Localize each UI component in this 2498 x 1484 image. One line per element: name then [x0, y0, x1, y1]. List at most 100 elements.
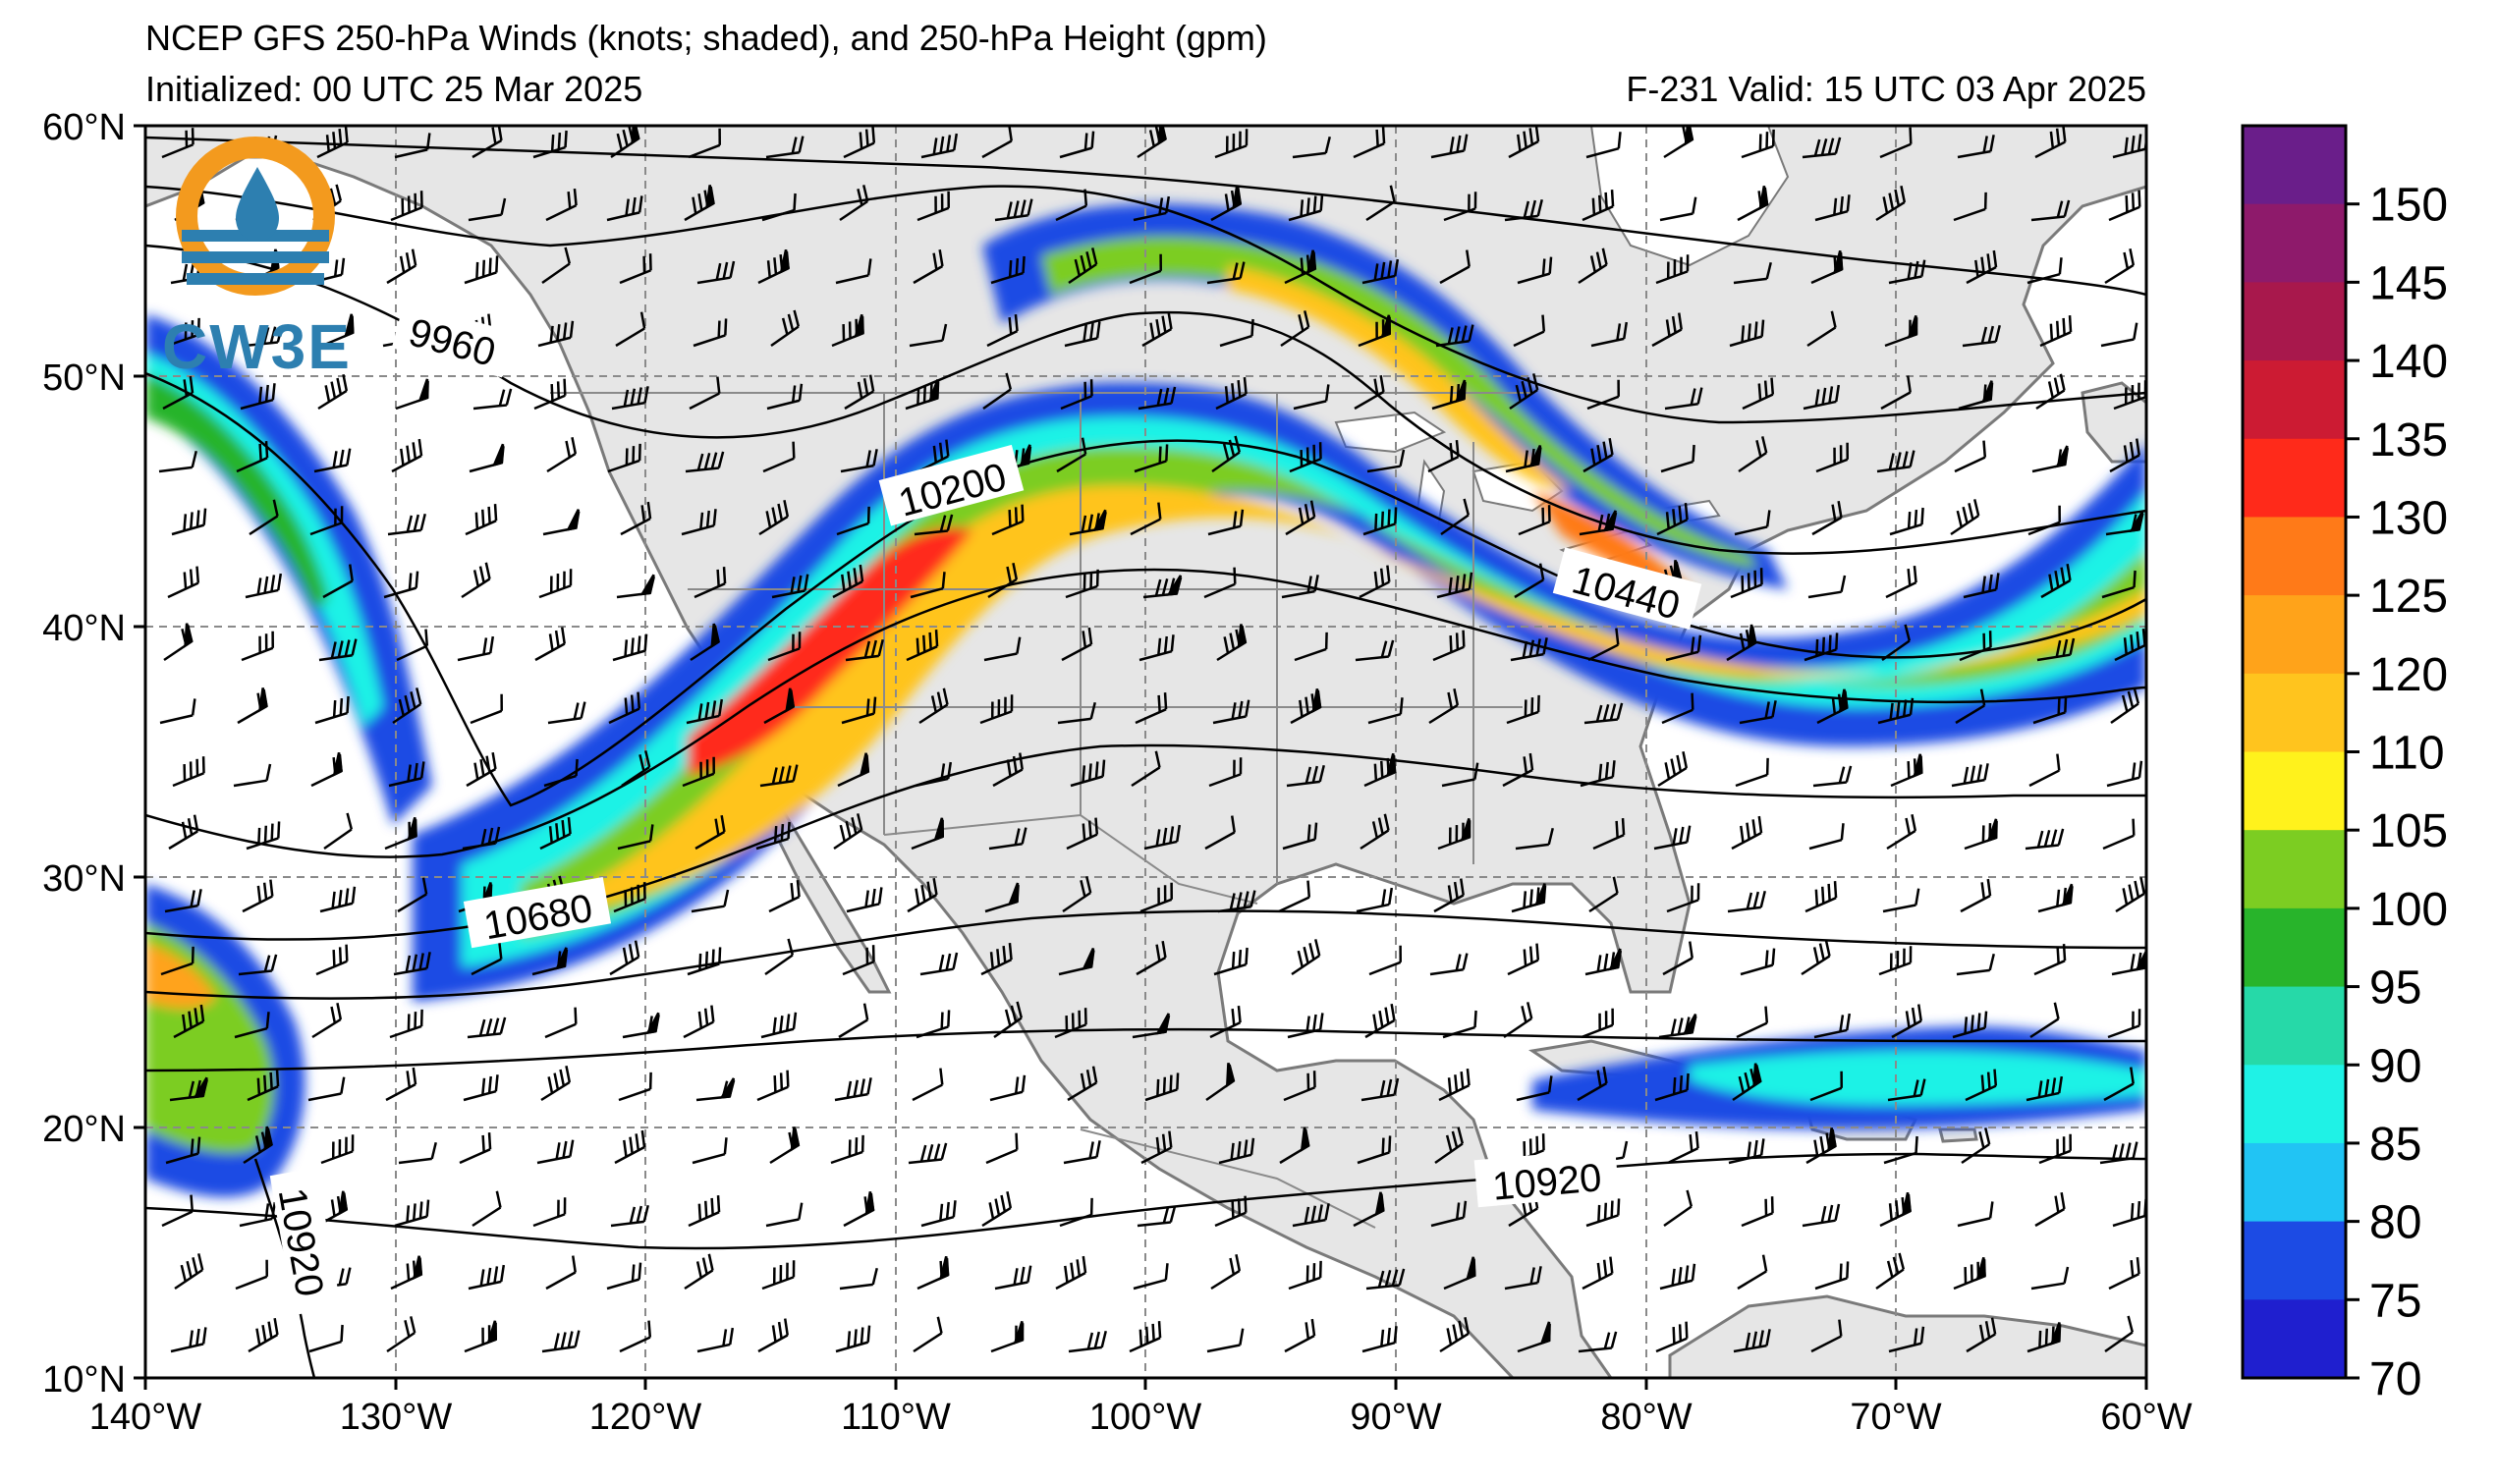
wind-barb — [1429, 953, 1469, 976]
wind-barb — [2034, 126, 2067, 159]
wind-barb — [991, 504, 1025, 536]
wind-barb — [1727, 890, 1766, 913]
wind-barb — [1660, 444, 1695, 473]
wind-barb — [767, 632, 802, 662]
wind-barb — [841, 696, 877, 725]
wind-barb — [383, 571, 419, 599]
wind-barb — [986, 313, 1019, 348]
colorbar-label: 100 — [2369, 884, 2448, 936]
wind-barb — [316, 126, 349, 159]
wind-barb — [246, 821, 281, 851]
wind-barb — [1287, 1013, 1324, 1039]
lon-tick-label: 80°W — [1600, 1397, 1692, 1438]
wind-barb — [315, 944, 349, 976]
wind-barb — [533, 378, 567, 411]
wind-barb — [1732, 1063, 1762, 1102]
wind-barb — [233, 763, 272, 788]
wind-barb — [163, 623, 194, 662]
wind-barb — [239, 1201, 277, 1228]
wind-barb — [1064, 321, 1101, 348]
wind-barb — [691, 889, 730, 913]
wind-barb — [1730, 568, 1763, 599]
wind-barb — [158, 450, 197, 473]
jet-north-branch-inner — [1041, 236, 1758, 570]
wind-barb — [391, 438, 423, 473]
wind-barb — [1962, 324, 2001, 348]
wind-barb — [1804, 881, 1838, 913]
logo-drop-icon — [236, 167, 279, 242]
wind-barb — [1068, 247, 1098, 285]
wind-barb — [761, 192, 797, 222]
wind-barb — [534, 627, 566, 662]
wind-barb — [316, 1190, 349, 1228]
wind-barb — [532, 130, 568, 159]
wind-barb — [1658, 1013, 1697, 1039]
wind-barb — [755, 821, 791, 851]
wind-barb — [1956, 953, 1995, 976]
wind-barb — [2030, 1266, 2070, 1291]
wind-barb — [2114, 628, 2146, 662]
wind-barb — [1364, 1003, 1396, 1039]
wind-barb — [1144, 1072, 1180, 1102]
wind-barb — [1219, 318, 1254, 348]
wind-barb — [2104, 247, 2136, 285]
wind-barb — [907, 877, 938, 913]
wind-barb — [920, 133, 959, 159]
wind-barb — [1879, 127, 1913, 159]
wind-barb — [1579, 510, 1618, 536]
wind-barb — [2031, 445, 2070, 473]
wind-barb — [1731, 815, 1763, 851]
wind-barb — [1876, 450, 1915, 473]
lon-axis: 140°W 130°W 120°W 110°W 100°W 90°W 80°W … — [89, 1378, 2193, 1438]
wind-barb — [1143, 824, 1182, 851]
wind-barb — [757, 249, 790, 285]
wind-barb — [1056, 437, 1087, 473]
wind-barb — [994, 1265, 1032, 1291]
wind-barb — [1733, 1329, 1771, 1353]
colorbar-label: 80 — [2369, 1197, 2421, 1249]
jet-shading — [145, 203, 2146, 1197]
wind-barb — [1877, 697, 1915, 725]
wind-barb — [1067, 1066, 1098, 1102]
wind-barb — [1060, 379, 1093, 411]
wind-barb — [1354, 374, 1385, 411]
wind-barb — [538, 569, 573, 599]
lon-tick-label: 120°W — [589, 1397, 702, 1438]
wind-barb — [1663, 1189, 1693, 1228]
wind-barb — [471, 942, 503, 976]
wind-barb — [1208, 757, 1243, 788]
wind-barb — [167, 566, 200, 599]
wind-barb — [764, 938, 795, 976]
wind-barb — [1282, 822, 1318, 851]
wind-barb — [990, 255, 1026, 285]
wind-barb — [1068, 1330, 1107, 1353]
wind-barb — [685, 451, 725, 473]
wind-barb — [393, 952, 431, 976]
wind-barb — [1063, 1140, 1101, 1165]
wind-barb — [469, 443, 505, 473]
wind-barb — [987, 562, 1019, 599]
wind-barb — [1505, 444, 1542, 473]
jet-subtropical-inner — [1690, 1050, 2146, 1105]
wind-barb — [1278, 880, 1311, 913]
wind-barb — [1435, 324, 1474, 348]
wind-barb — [2039, 315, 2073, 348]
wind-barb — [307, 1076, 346, 1102]
lat-tick-label: 50°N — [42, 357, 126, 399]
wind-barb — [1206, 261, 1246, 285]
wind-barb — [1281, 575, 1319, 599]
wind-barb — [1428, 687, 1460, 725]
wind-barb — [1587, 628, 1620, 662]
wind-barb — [537, 320, 575, 348]
wind-barb — [2035, 373, 2066, 411]
wind-barb — [909, 323, 948, 348]
wind-barb — [692, 1137, 728, 1165]
wind-barb — [386, 1316, 416, 1353]
wind-barb — [1738, 436, 1768, 473]
wind-barb — [1360, 813, 1390, 851]
wind-barb — [913, 1316, 943, 1353]
wind-barb — [1280, 310, 1310, 348]
wind-barb — [830, 1134, 864, 1165]
wind-barb — [1735, 757, 1769, 788]
lon-tick-label: 110°W — [841, 1397, 951, 1438]
